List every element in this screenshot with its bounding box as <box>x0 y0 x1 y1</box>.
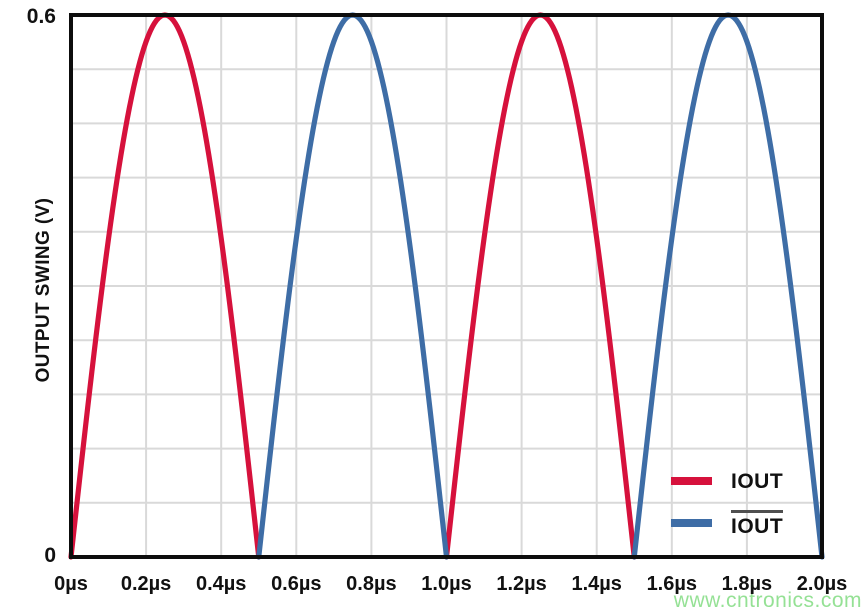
x-axis-labels: 0µs 0.2µs 0.4µs 0.6µs 0.8µs 1.0µs 1.2µs 1.4µs 1.… <box>0 573 864 599</box>
legend-row: IOUT <box>671 460 783 502</box>
legend-swatch <box>671 477 712 485</box>
y-tick-label-max: 0.6 <box>26 5 56 28</box>
x-tick-label: 0.2µs <box>120 573 172 595</box>
legend-label-iout: IOUT <box>731 469 784 493</box>
watermark: www.cntronics.com <box>673 589 862 612</box>
x-tick-label: 1.0µs <box>421 573 472 595</box>
x-tick-label: 0µs <box>54 573 88 595</box>
plot-border <box>69 13 824 559</box>
x-tick-label: 1.2µs <box>496 573 547 595</box>
x-tick-label: 1.4µs <box>571 573 622 595</box>
legend-swatch <box>671 519 712 527</box>
legend-label-iout-bar: IOUT <box>731 509 784 537</box>
x-tick-label: 2.0µs <box>796 573 848 595</box>
y-tick-label-min: 0 <box>44 544 56 567</box>
x-tick-label: 1.8µs <box>721 573 773 595</box>
x-tick-label: 0.8µs <box>346 573 397 595</box>
x-tick-label: 1.6µs <box>646 573 698 595</box>
x-tick-label: 0.4µs <box>195 573 247 595</box>
legend-row: IOUT <box>671 502 784 544</box>
legend: IOUT IOUT <box>671 460 784 544</box>
x-tick-label: 0.6µs <box>271 573 322 595</box>
